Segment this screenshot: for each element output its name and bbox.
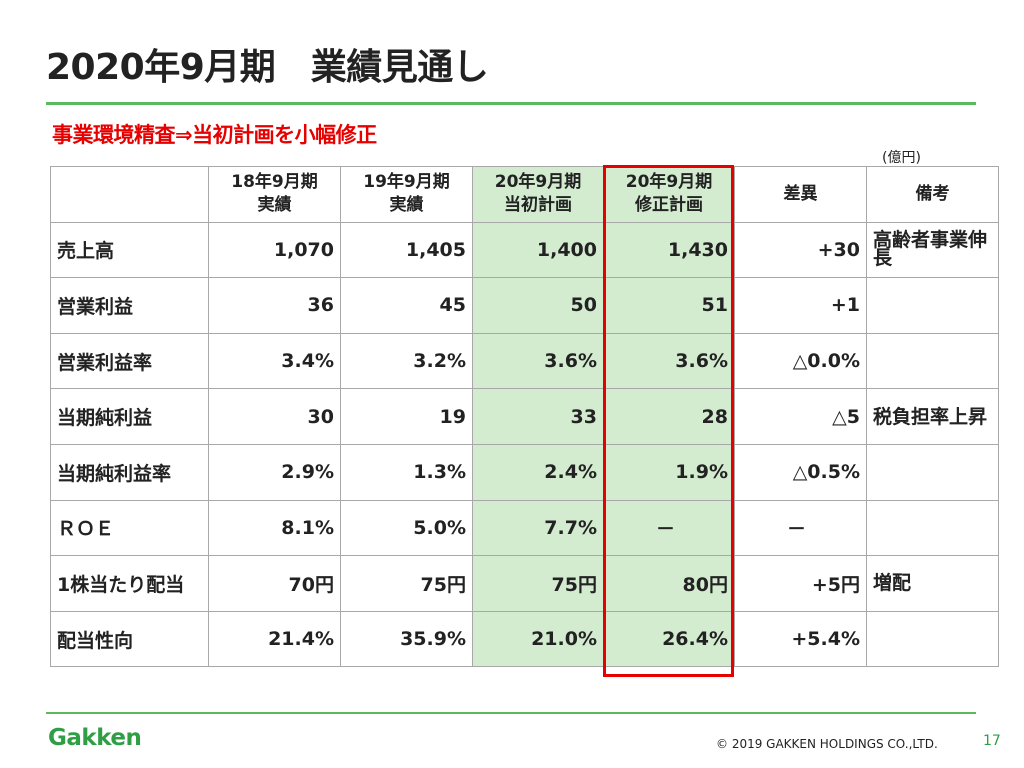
cell-remarks — [866, 277, 999, 334]
cell-fy18: 30 — [208, 388, 341, 445]
cell-remarks — [866, 610, 999, 668]
cell-fy19: 5.0% — [340, 499, 473, 557]
cell-difference: +5.4% — [734, 610, 867, 668]
row-label: 当期純利益 — [50, 388, 209, 445]
cell-fy19: 75円 — [340, 555, 473, 612]
cell-remarks — [866, 443, 999, 501]
header-corner-cell — [50, 166, 209, 223]
header-line1: 20年9月期 — [625, 172, 713, 193]
cell-fy20-revised: 28 — [603, 388, 735, 445]
unit-label: (億円) — [882, 150, 921, 166]
header-line1: 18年9月期 — [231, 172, 318, 193]
cell-fy19: 35.9% — [340, 610, 473, 668]
header-difference: 差異 — [734, 166, 867, 223]
cell-remarks — [866, 332, 999, 390]
cell-difference: +30 — [734, 221, 867, 279]
cell-fy18: 70円 — [208, 555, 341, 612]
cell-difference: △0.0% — [734, 332, 867, 390]
forecast-table: 18年9月期 実績 19年9月期 実績 20年9月期 当初計画 20年9月期 修… — [50, 166, 999, 668]
cell-remarks: 高齢者事業伸長 — [866, 221, 999, 279]
cell-fy18: 8.1% — [208, 499, 341, 557]
table-row: 営業利益 36 45 50 51 +1 — [50, 277, 999, 334]
row-label: 1株当たり配当 — [50, 555, 209, 612]
row-label: 営業利益 — [50, 277, 209, 334]
cell-fy20-revised: 3.6% — [603, 332, 735, 390]
table-row: 配当性向 21.4% 35.9% 21.0% 26.4% +5.4% — [50, 610, 999, 668]
cell-fy20-initial: 21.0% — [472, 610, 604, 668]
cell-fy19: 1.3% — [340, 443, 473, 501]
cell-fy18: 36 — [208, 277, 341, 334]
row-label: ＲＯＥ — [50, 499, 209, 557]
cell-difference: △0.5% — [734, 443, 867, 501]
cell-fy19: 1,405 — [340, 221, 473, 279]
header-line2: 実績 — [389, 195, 424, 216]
cell-difference: +5円 — [734, 555, 867, 612]
cell-fy20-initial: 33 — [472, 388, 604, 445]
table-row: 当期純利益 30 19 33 28 △5 税負担率上昇 — [50, 388, 999, 445]
cell-difference: － — [734, 499, 867, 557]
cell-fy18: 3.4% — [208, 332, 341, 390]
row-label: 売上高 — [50, 221, 209, 279]
row-label: 配当性向 — [50, 610, 209, 668]
cell-fy20-revised: 51 — [603, 277, 735, 334]
cell-fy19: 3.2% — [340, 332, 473, 390]
cell-fy19: 19 — [340, 388, 473, 445]
cell-fy20-initial: 7.7% — [472, 499, 604, 557]
header-line2: 当初計画 — [504, 195, 572, 216]
cell-remarks — [866, 499, 999, 557]
header-remarks: 備考 — [866, 166, 999, 223]
table-row: 当期純利益率 2.9% 1.3% 2.4% 1.9% △0.5% — [50, 443, 999, 501]
header-line1: 19年9月期 — [363, 172, 450, 193]
header-fy20-initial-plan: 20年9月期 当初計画 — [472, 166, 604, 223]
row-label: 当期純利益率 — [50, 443, 209, 501]
row-label: 営業利益率 — [50, 332, 209, 390]
title-divider — [46, 102, 976, 105]
page-number: 17 — [983, 733, 1001, 749]
cell-difference: +1 — [734, 277, 867, 334]
cell-fy18: 1,070 — [208, 221, 341, 279]
header-line2: 実績 — [257, 195, 292, 216]
header-fy19-actual: 19年9月期 実績 — [340, 166, 473, 223]
header-fy20-revised-plan: 20年9月期 修正計画 — [603, 166, 735, 223]
cell-fy19: 45 — [340, 277, 473, 334]
cell-fy20-revised: 1,430 — [603, 221, 735, 279]
cell-fy20-initial: 2.4% — [472, 443, 604, 501]
table-row: 営業利益率 3.4% 3.2% 3.6% 3.6% △0.0% — [50, 332, 999, 390]
cell-fy18: 21.4% — [208, 610, 341, 668]
gakken-logo: Gakken — [48, 725, 142, 751]
table-row: 1株当たり配当 70円 75円 75円 80円 +5円 増配 — [50, 555, 999, 612]
cell-fy20-initial: 1,400 — [472, 221, 604, 279]
header-fy18-actual: 18年9月期 実績 — [208, 166, 341, 223]
slide-subtitle: 事業環境精査⇒当初計画を小幅修正 — [52, 123, 377, 147]
header-line1: 20年9月期 — [494, 172, 582, 193]
cell-fy20-revised: － — [603, 499, 735, 557]
cell-fy20-revised: 1.9% — [603, 443, 735, 501]
cell-fy20-revised: 26.4% — [603, 610, 735, 668]
table-header-row: 18年9月期 実績 19年9月期 実績 20年9月期 当初計画 20年9月期 修… — [50, 166, 999, 223]
table-row: ＲＯＥ 8.1% 5.0% 7.7% － － — [50, 499, 999, 557]
cell-fy20-revised: 80円 — [603, 555, 735, 612]
cell-remarks: 税負担率上昇 — [866, 388, 999, 445]
header-line2: 修正計画 — [635, 195, 703, 216]
cell-remarks: 増配 — [866, 555, 999, 612]
footer-divider — [46, 712, 976, 714]
slide-title: 2020年9月期 業績見通し — [46, 47, 489, 88]
cell-fy18: 2.9% — [208, 443, 341, 501]
cell-fy20-initial: 75円 — [472, 555, 604, 612]
copyright-notice: © 2019 GAKKEN HOLDINGS CO.,LTD. — [716, 737, 938, 751]
cell-difference: △5 — [734, 388, 867, 445]
cell-fy20-initial: 50 — [472, 277, 604, 334]
table-row: 売上高 1,070 1,405 1,400 1,430 +30 高齢者事業伸長 — [50, 221, 999, 279]
cell-fy20-initial: 3.6% — [472, 332, 604, 390]
